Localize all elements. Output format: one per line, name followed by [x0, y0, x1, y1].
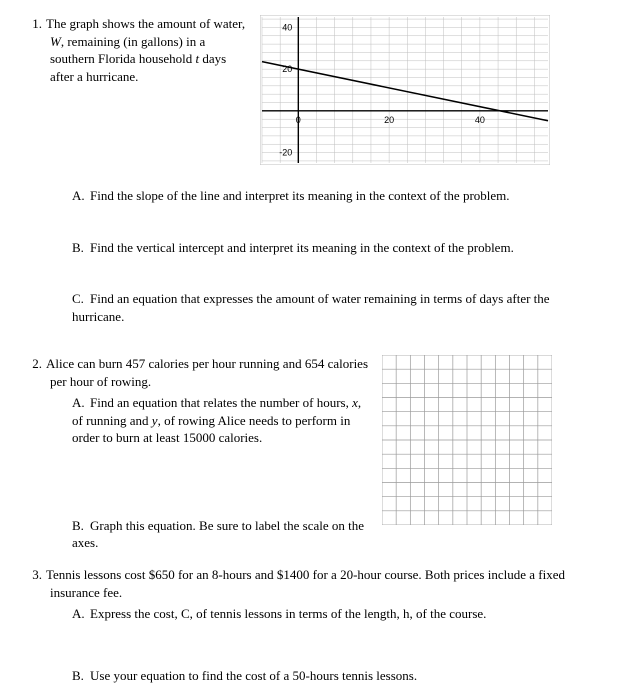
- letter-A: A.: [72, 394, 90, 412]
- q2-chart: [382, 355, 552, 525]
- letter-A: A.: [72, 187, 90, 205]
- q1-partC: C.Find an equation that expresses the am…: [72, 290, 588, 325]
- q1-partC-text: Find an equation that expresses the amou…: [72, 291, 550, 324]
- q1-prompt: 1.The graph shows the amount of water, W…: [50, 15, 250, 85]
- question-2: 2.Alice can burn 457 calories per hour r…: [50, 355, 588, 552]
- q1-partB: B.Find the vertical intercept and interp…: [72, 239, 588, 257]
- q1-intro-a: The graph shows the amount of water,: [46, 16, 245, 31]
- q2-intro: Alice can burn 457 calories per hour run…: [46, 356, 368, 389]
- letter-B: B.: [72, 239, 90, 257]
- svg-text:40: 40: [282, 22, 292, 32]
- q2-partB-text: Graph this equation. Be sure to label th…: [72, 518, 364, 551]
- q3-number: 3.: [28, 566, 46, 584]
- letter-A: A.: [72, 605, 90, 623]
- q3-intro: Tennis lessons cost $650 for an 8-hours …: [46, 567, 565, 600]
- q2-partA-pre: Find an equation that relates the number…: [90, 395, 352, 410]
- q2-prompt: 2.Alice can burn 457 calories per hour r…: [50, 355, 370, 552]
- q1-partA: A.Find the slope of the line and interpr…: [72, 187, 588, 205]
- q1-intro-b: , remaining (in gallons) in a southern F…: [50, 34, 205, 67]
- svg-text:20: 20: [282, 64, 292, 74]
- q2-partA: A.Find an equation that relates the numb…: [72, 394, 370, 447]
- question-1: 1.The graph shows the amount of water, W…: [50, 15, 588, 165]
- q2-partB: B.Graph this equation. Be sure to label …: [72, 517, 370, 552]
- svg-text:20: 20: [384, 115, 394, 125]
- q3-partB: B.Use your equation to find the cost of …: [72, 667, 588, 685]
- q2-number: 2.: [28, 355, 46, 373]
- letter-B: B.: [72, 667, 90, 685]
- letter-B: B.: [72, 517, 90, 535]
- q1-chart: 0 20 40 -20 20 40: [260, 15, 588, 165]
- svg-text:40: 40: [475, 115, 485, 125]
- svg-text:-20: -20: [279, 148, 292, 158]
- q1-number: 1.: [28, 15, 46, 33]
- q1-W: W: [50, 34, 61, 49]
- q3-partA-text: Express the cost, C, of tennis lessons i…: [90, 606, 486, 621]
- q3-partA: A.Express the cost, C, of tennis lessons…: [72, 605, 588, 623]
- letter-C: C.: [72, 290, 90, 308]
- svg-text:0: 0: [296, 115, 301, 125]
- q1-partA-text: Find the slope of the line and interpret…: [90, 188, 510, 203]
- q2-blank-grid: [382, 355, 552, 525]
- q1-partB-text: Find the vertical intercept and interpre…: [90, 240, 514, 255]
- q1-line-chart: 0 20 40 -20 20 40: [260, 15, 550, 165]
- q3-partB-text: Use your equation to find the cost of a …: [90, 668, 417, 683]
- question-3: 3.Tennis lessons cost $650 for an 8-hour…: [50, 566, 588, 684]
